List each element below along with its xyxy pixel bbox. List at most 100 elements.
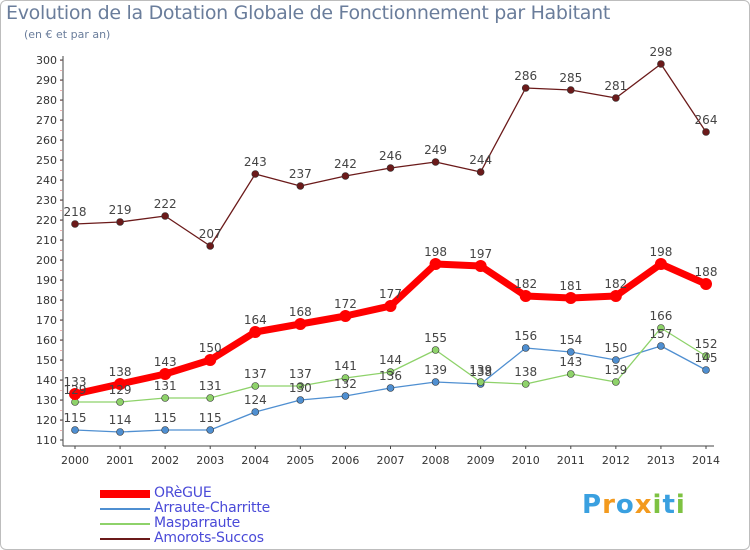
y-tick-label: 220	[36, 214, 57, 227]
data-label-oregue: 198	[649, 245, 672, 259]
data-point-arraute-charritte	[566, 348, 575, 356]
data-point-masparraute	[296, 382, 305, 390]
y-tick-label: 200	[36, 254, 57, 267]
x-tick-label: 2002	[151, 454, 179, 467]
data-label-amorots-succos: 246	[379, 149, 402, 163]
x-tick-label: 2006	[331, 454, 359, 467]
data-label-amorots-succos: 298	[649, 45, 672, 59]
x-tick-label: 2014	[692, 454, 720, 467]
legend-swatch-masparraute	[100, 523, 150, 525]
data-point-masparraute	[161, 394, 169, 402]
logo-letter: r	[602, 490, 616, 520]
x-tick-label: 2004	[241, 454, 269, 467]
data-label-amorots-succos: 244	[469, 153, 492, 167]
data-label-masparraute: 137	[289, 367, 312, 381]
y-tick-label: 300	[36, 54, 57, 67]
data-point-amorots-succos	[612, 94, 620, 102]
data-label-arraute-charritte: 139	[424, 363, 447, 377]
data-point-arraute-charritte	[161, 426, 169, 434]
data-label-oregue: 197	[469, 247, 492, 261]
data-point-arraute-charritte	[521, 344, 530, 352]
data-point-arraute-charritte	[296, 396, 305, 404]
data-label-arraute-charritte: 145	[695, 351, 718, 365]
x-tick-label: 2000	[61, 454, 89, 467]
data-point-masparraute	[612, 378, 620, 386]
data-label-masparraute: 131	[199, 379, 222, 393]
data-label-oregue: 172	[334, 297, 357, 311]
data-point-arraute-charritte	[702, 366, 710, 374]
data-label-masparraute: 137	[244, 367, 267, 381]
data-point-masparraute	[206, 394, 215, 402]
data-label-masparraute: 129	[64, 383, 87, 397]
data-label-amorots-succos: 218	[64, 205, 87, 219]
data-label-masparraute: 152	[695, 337, 718, 351]
data-point-arraute-charritte	[206, 426, 215, 434]
data-label-masparraute: 144	[379, 353, 402, 367]
data-point-arraute-charritte	[116, 428, 124, 436]
data-point-amorots-succos	[296, 182, 305, 190]
y-tick-label: 250	[36, 154, 57, 167]
data-point-arraute-charritte	[251, 408, 260, 416]
data-label-masparraute: 129	[109, 383, 132, 397]
data-point-masparraute	[386, 368, 395, 376]
data-label-arraute-charritte: 154	[559, 333, 582, 347]
data-label-arraute-charritte: 156	[514, 329, 537, 343]
data-point-oregue	[654, 258, 667, 270]
data-point-arraute-charritte	[386, 384, 395, 392]
data-point-amorots-succos	[206, 242, 215, 250]
data-label-oregue: 182	[604, 277, 627, 291]
data-label-arraute-charritte: 115	[154, 411, 177, 425]
data-label-masparraute: 139	[469, 363, 492, 377]
y-tick-label: 180	[36, 294, 57, 307]
data-point-amorots-succos	[341, 172, 350, 180]
data-point-oregue	[69, 388, 81, 400]
y-tick-label: 140	[36, 374, 57, 387]
data-label-amorots-succos: 286	[514, 69, 537, 83]
x-tick-label: 2005	[286, 454, 314, 467]
data-label-arraute-charritte: 130	[289, 381, 312, 395]
data-label-arraute-charritte: 138	[469, 365, 492, 379]
legend-label-arraute-charritte: Arraute-Charritte	[154, 500, 271, 516]
x-tick-label: 2008	[422, 454, 450, 467]
proxiti-logo: Proxiti	[582, 490, 686, 520]
x-tick-label: 2012	[602, 454, 630, 467]
y-tick-label: 120	[36, 414, 57, 427]
data-point-amorots-succos	[566, 86, 575, 94]
data-label-amorots-succos: 237	[289, 167, 312, 181]
data-point-masparraute	[702, 352, 710, 360]
data-point-amorots-succos	[521, 84, 530, 92]
logo-letter: i	[675, 490, 686, 520]
logo-letter: x	[634, 490, 653, 520]
data-label-oregue: 133	[64, 375, 87, 389]
data-label-arraute-charritte: 114	[109, 413, 132, 427]
data-point-amorots-succos	[71, 220, 79, 228]
data-label-masparraute: 143	[559, 355, 582, 369]
logo-letter: P	[582, 490, 603, 520]
y-tick-label: 280	[36, 94, 57, 107]
data-point-arraute-charritte	[71, 426, 79, 434]
data-point-amorots-succos	[431, 158, 440, 166]
data-label-oregue: 143	[154, 355, 177, 369]
data-label-oregue: 177	[379, 287, 402, 301]
data-label-oregue: 182	[514, 277, 537, 291]
data-label-oregue: 138	[109, 365, 132, 379]
x-tick-label: 2013	[647, 454, 675, 467]
data-point-oregue	[429, 258, 442, 270]
legend-swatch-amorots-succos	[100, 538, 150, 540]
data-point-arraute-charritte	[612, 356, 620, 364]
data-label-arraute-charritte: 150	[604, 341, 627, 355]
y-tick-label: 150	[36, 354, 57, 367]
data-point-amorots-succos	[116, 218, 124, 226]
data-point-oregue	[204, 354, 217, 366]
data-label-masparraute: 141	[334, 359, 357, 373]
legend-swatch-arraute-charritte	[100, 508, 150, 510]
y-tick-label: 130	[36, 394, 57, 407]
x-tick-label: 2010	[512, 454, 540, 467]
data-point-masparraute	[116, 398, 124, 406]
x-tick-label: 2009	[467, 454, 495, 467]
data-point-amorots-succos	[161, 212, 169, 220]
data-point-masparraute	[521, 380, 530, 388]
data-point-oregue	[519, 290, 532, 302]
data-label-amorots-succos: 219	[109, 203, 132, 217]
data-point-amorots-succos	[251, 170, 260, 178]
